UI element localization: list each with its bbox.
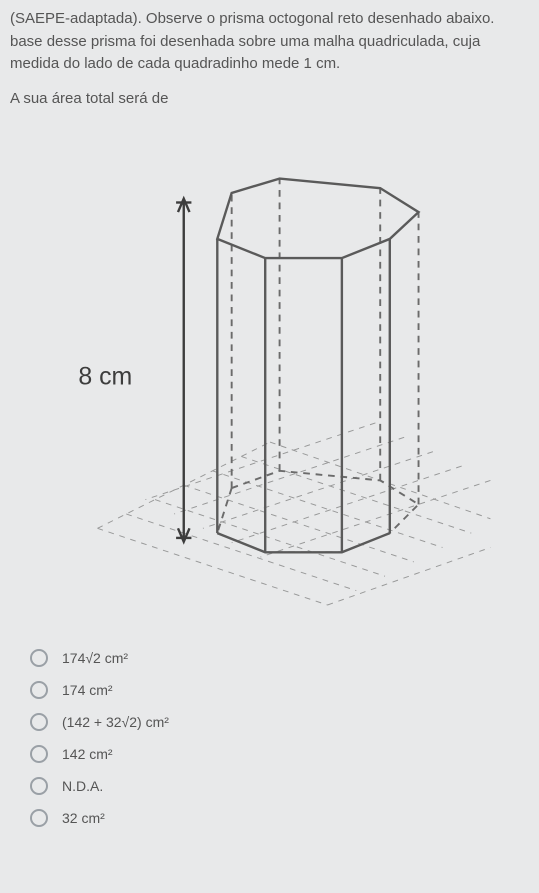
prism-svg: 8 cm [40, 125, 500, 625]
q-line1: (SAEPE-adaptada). Observe o prisma octog… [10, 10, 494, 27]
option-4[interactable]: N.D.A. [30, 777, 529, 795]
option-label: 32 cm² [62, 810, 105, 826]
radio-icon [30, 745, 48, 763]
option-label: 174 cm² [62, 682, 113, 698]
radio-icon [30, 713, 48, 731]
question-text: (SAEPE-adaptada). Observe o prisma octog… [10, 8, 529, 76]
option-5[interactable]: 32 cm² [30, 809, 529, 827]
prism-figure: 8 cm [10, 125, 529, 625]
options-list: 174√2 cm² 174 cm² (142 + 32√2) cm² 142 c… [10, 649, 529, 827]
radio-icon [30, 777, 48, 795]
q-line2: base desse prisma foi desenhada sobre um… [10, 33, 480, 50]
question-prompt: A sua área total será de [10, 90, 529, 107]
option-label: (142 + 32√2) cm² [62, 714, 169, 730]
option-label: 174√2 cm² [62, 650, 128, 666]
height-label: 8 cm [78, 362, 132, 390]
radio-icon [30, 809, 48, 827]
option-0[interactable]: 174√2 cm² [30, 649, 529, 667]
radio-icon [30, 649, 48, 667]
option-3[interactable]: 142 cm² [30, 745, 529, 763]
option-label: N.D.A. [62, 778, 103, 794]
option-1[interactable]: 174 cm² [30, 681, 529, 699]
option-label: 142 cm² [62, 746, 113, 762]
option-2[interactable]: (142 + 32√2) cm² [30, 713, 529, 731]
radio-icon [30, 681, 48, 699]
q-line3: medida do lado de cada quadradinho mede … [10, 55, 340, 72]
